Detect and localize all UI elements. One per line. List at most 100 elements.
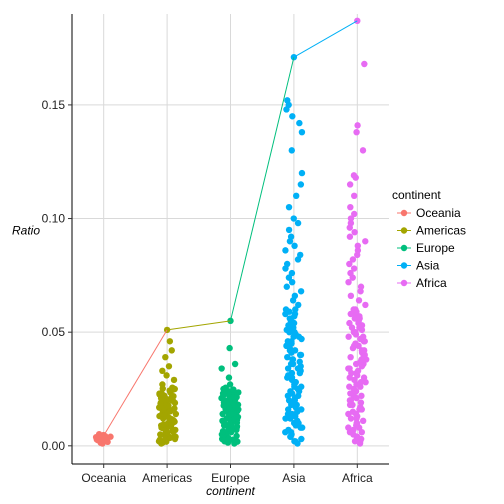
point-americas-12 [172,410,180,418]
point-africa-dense-4 [350,431,357,438]
y-tick-label-2: 0.10 [42,212,66,226]
point-asia-46 [285,226,293,234]
max-line [103,20,358,436]
legend-label-4: Africa [416,276,447,290]
point-africa-dense-41 [360,347,368,354]
max-line-segment-0 [103,329,168,436]
point-oceania-dense-11 [95,430,103,438]
point-asia-dense-31 [288,369,296,377]
point-asia-35 [288,278,296,286]
point-asia-dense-2 [298,435,305,443]
point-asia-55 [296,119,303,127]
legend-key-dot-3 [400,262,408,269]
point-africa-dense-38 [347,353,354,361]
point-africa-dense-27 [357,378,365,386]
point-europe-dense-54 [235,389,242,396]
point-africa-dense-11 [347,415,355,422]
point-asia-56 [289,113,296,120]
point-asia-7 [285,406,292,413]
point-africa-45 [346,233,354,240]
point-asia-54 [298,128,306,136]
point-africa-39 [346,260,353,268]
point-africa-3 [345,424,352,431]
point-asia-dense-38 [284,353,291,361]
point-africa-38 [350,265,358,272]
point-americas-30 [166,338,174,345]
point-africa-58 [354,122,361,129]
point-asia-dense-22 [288,390,296,397]
point-asia-47 [294,219,302,227]
point-africa-49 [347,215,355,222]
point-asia-53 [288,147,295,154]
point-africa-dense-22 [347,390,354,397]
point-africa-44 [362,238,369,245]
point-asia-32 [291,292,299,300]
point-africa-46 [351,228,358,236]
point-africa-59 [361,60,368,68]
point-americas-28 [162,353,169,361]
point-americas-dense-37 [171,405,178,412]
point-africa-dense-25 [346,383,353,390]
point-africa-dense-20 [353,394,360,402]
legend-title: continent [392,188,441,202]
point-africa-dense-33 [346,365,353,372]
point-asia-48 [290,215,297,222]
point-africa-42 [354,247,362,254]
point-europe-27 [231,360,239,368]
legend-key-dot-2 [400,244,408,252]
point-asia-30 [295,301,302,309]
point-africa-14 [360,374,368,381]
legend-key-dot-1 [400,227,408,234]
point-americas-27 [165,363,173,370]
point-europe-dense-21 [221,420,228,427]
point-africa-dense-44 [352,340,359,347]
point-africa-dense-59 [352,306,359,313]
point-asia-37 [288,269,296,277]
point-asia-50 [293,192,300,200]
point-europe-dense-8 [233,432,240,440]
point-africa-dense-21 [358,392,365,400]
point-africa-52 [351,192,358,200]
point-africa-dense-19 [347,397,355,404]
point-americas-dense-42 [157,400,164,407]
point-europe-26 [218,365,225,372]
point-europe-12 [219,410,226,418]
legend-key-dot-4 [400,279,408,287]
point-asia-34 [283,283,290,290]
point-africa-57 [353,128,360,136]
point-africa-dense-50 [358,326,366,334]
point-africa-dense-47 [359,333,367,340]
tick-labels: 0.00 0.05 0.10 0.15 Oceania Americas Europe Asi… [42,98,373,485]
point-africa-dense-10 [359,417,367,425]
point-africa-32 [347,292,355,300]
point-europe-dense-57 [230,386,237,393]
point-africa-dense-49 [352,328,359,336]
point-asia-dense-43 [283,342,290,350]
y-axis-title: Ratio [12,223,40,237]
point-americas-dense-59 [169,384,176,391]
point-americas-26 [159,367,166,375]
point-africa-40 [349,256,357,263]
legend-label-1: Americas [416,224,466,238]
max-line-segment-2 [230,57,295,321]
x-tick-label-4: Africa [342,471,373,485]
point-asia-dense-59 [292,306,299,313]
point-asia-dense-1 [292,438,299,445]
legend-key-dot-0 [400,209,408,217]
point-africa-dense-18 [357,399,365,406]
point-africa-53 [346,181,354,188]
point-asia-52 [298,169,306,177]
max-line-segment-3 [293,20,358,58]
point-asia-dense-45 [288,338,295,345]
point-americas-dense-4 [156,436,164,443]
point-asia-41 [297,251,304,259]
x-tick-label-2: Europe [211,471,250,485]
point-asia-43 [291,242,298,250]
point-asia-dense-37 [289,356,297,363]
point-asia-dense-15 [298,406,305,413]
point-americas-25 [163,372,170,379]
point-africa-48 [347,219,355,227]
point-asia-dense-35 [289,360,297,368]
point-africa-55 [350,172,358,179]
point-africa-dense-32 [354,367,362,375]
